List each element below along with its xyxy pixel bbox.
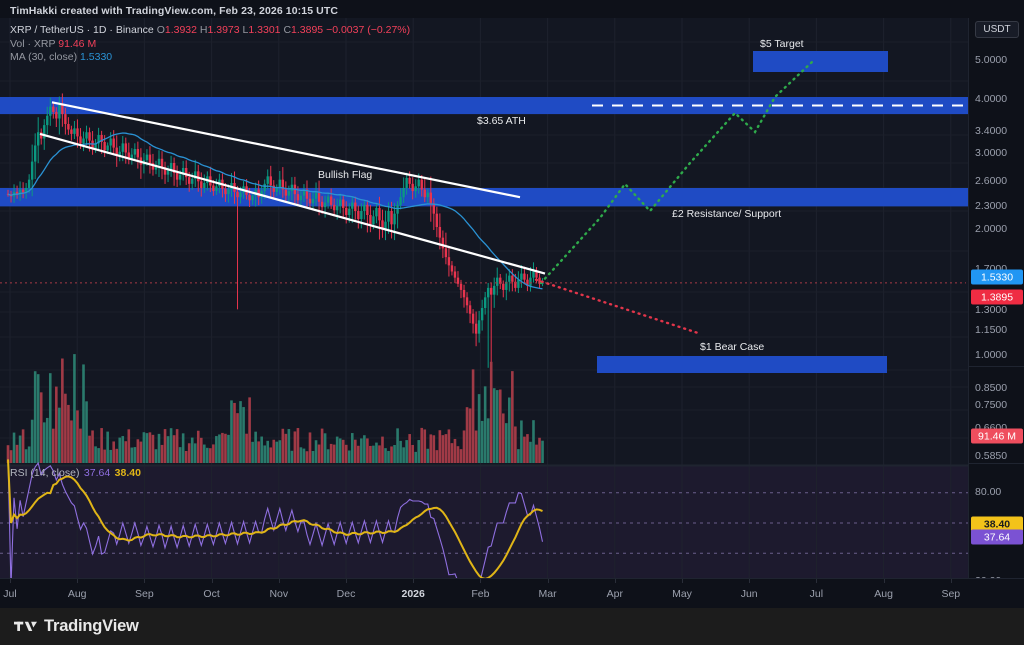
time-label: Jul [3, 588, 17, 600]
time-tick [547, 579, 549, 583]
time-label: Mar [538, 588, 557, 600]
legend-ohlc-row: XRP / TetherUS · 1D · Binance O1.3932 H1… [10, 24, 410, 38]
time-tick [614, 579, 616, 583]
time-tick [682, 579, 683, 583]
time-label: Apr [606, 588, 623, 600]
price-tick: 0.8500 [975, 382, 1008, 394]
price-tick: 0.5850 [975, 450, 1008, 462]
time-tick [211, 579, 213, 583]
time-tick [10, 579, 11, 583]
legend-high-label: H [199, 24, 208, 36]
label-bear-zone: $1 Bear Case [700, 341, 765, 353]
rsi-ma-badge: 38.40 [971, 516, 1023, 532]
chart-canvas[interactable] [0, 18, 968, 578]
time-label: Jul [809, 588, 824, 600]
time-tick [346, 579, 347, 583]
attribution-text: TimHakki created with TradingView.com, F… [10, 5, 339, 17]
currency-button[interactable]: USDT [975, 21, 1019, 38]
time-label: 2026 [401, 588, 425, 600]
volume-badge: 91.46 M [971, 428, 1023, 444]
time-tick [883, 579, 885, 583]
price-tick: 1.3000 [975, 304, 1008, 316]
price-tick: 5.0000 [975, 54, 1008, 66]
label-ath-zone: $3.65 ATH [477, 115, 526, 127]
tradingview-mark-icon [14, 621, 37, 631]
tradingview-wordmark: TradingView [44, 617, 139, 635]
time-label: Feb [471, 588, 490, 600]
tradingview-logo[interactable]: TradingView [14, 617, 139, 636]
time-tick [816, 579, 818, 583]
time-tick [278, 579, 280, 583]
chart-graphics [0, 18, 968, 578]
legend-close-value: 1.3895 [291, 24, 324, 36]
legend-open-value: 1.3932 [164, 24, 197, 36]
time-axis[interactable]: Jul Aug Sep Oct Nov Dec 2026 Feb Mar Apr May Jun Jul… [0, 578, 1024, 608]
time-label: May [672, 588, 692, 600]
ma-price-badge: 1.5330 [971, 269, 1023, 285]
price-tick: 1.1500 [975, 324, 1008, 336]
rsi-tick: 80.00 [975, 486, 1002, 498]
footer-bar: TradingView [0, 608, 1024, 645]
rsi-ma-value: 38.40 [114, 467, 141, 479]
label-target-zone: $5 Target [760, 38, 804, 50]
legend-volume-value: 91.46 M [58, 37, 97, 50]
time-label: Sep [941, 588, 961, 600]
legend-low-value: 1.3301 [248, 24, 281, 36]
price-axis[interactable]: USDT 5.0000 4.0000 3.4000 3.0000 2.6000 2.300… [968, 18, 1024, 587]
price-tick: 4.0000 [975, 93, 1008, 105]
chart-legend: XRP / TetherUS · 1D · Binance O1.3932 H1… [10, 24, 410, 65]
legend-volume-label[interactable]: Vol · XRP [10, 37, 56, 50]
price-tick: 3.0000 [975, 147, 1008, 159]
price-tick: 0.7500 [975, 399, 1008, 411]
time-label: Jun [740, 588, 758, 600]
time-label: Sep [135, 588, 154, 600]
rsi-legend: RSI (14, close) 37.64 38.40 [10, 463, 141, 481]
price-tick: 2.0000 [975, 223, 1008, 235]
label-bullish-flag: Bullish Flag [318, 169, 373, 181]
legend-symbol[interactable]: XRP / TetherUS · 1D · Binance [10, 24, 154, 36]
time-tick [950, 579, 952, 583]
time-label: Oct [203, 588, 220, 600]
legend-high-value: 1.3973 [207, 24, 240, 36]
time-tick [77, 579, 79, 583]
price-tick: 2.3000 [975, 200, 1008, 212]
legend-volume-row: Vol · XRP 91.46 M [10, 38, 410, 52]
time-label: Aug [874, 588, 893, 600]
price-tick: 2.6000 [975, 175, 1008, 187]
label-resistance-zone: £2 Resistance/ Support [672, 208, 782, 220]
legend-ma-row: MA (30, close) 1.5330 [10, 51, 410, 65]
time-label: Nov [269, 588, 289, 600]
time-tick [749, 579, 751, 583]
time-label: Dec [336, 588, 356, 600]
legend-ma-value: 1.5330 [80, 51, 113, 63]
legend-low-label: L [242, 24, 249, 36]
time-tick [413, 579, 415, 583]
price-tick: 1.0000 [975, 349, 1008, 361]
legend-change: −0.0037 (−0.27%) [326, 24, 411, 36]
time-tick [144, 579, 146, 583]
legend-open-label: O [156, 24, 165, 36]
legend-close-label: C [283, 24, 292, 36]
rsi-title[interactable]: RSI (14, close) [10, 467, 80, 479]
legend-ma-label[interactable]: MA (30, close) [10, 51, 78, 63]
time-tick [480, 579, 482, 583]
rsi-value: 37.64 [83, 467, 111, 479]
price-tick: 3.4000 [975, 125, 1008, 137]
last-price-badge: 1.3895 [971, 289, 1023, 305]
time-label: Aug [67, 588, 87, 600]
rsi-value-badge: 37.64 [971, 529, 1023, 545]
